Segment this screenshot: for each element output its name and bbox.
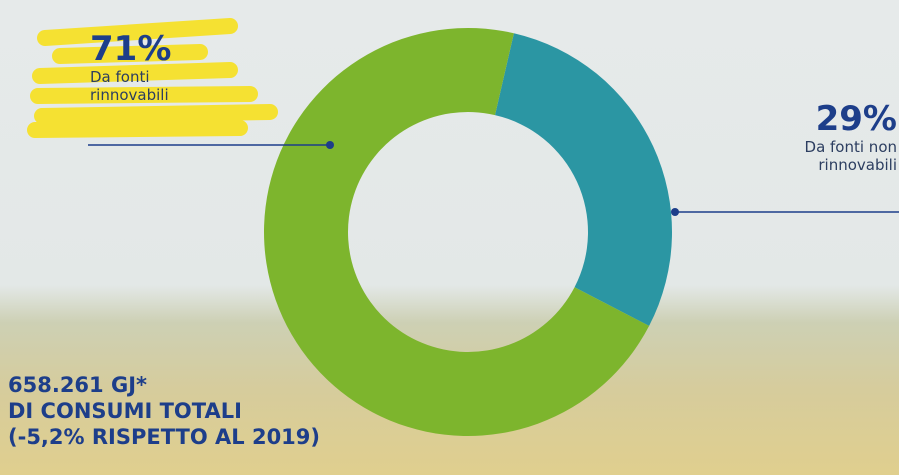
donut-slice	[264, 27, 650, 437]
annotation-line: 658.261 GJ*	[8, 373, 147, 397]
value-label: 71%	[90, 29, 172, 69]
slice-label: 71% Da fonti rinnovabili	[90, 30, 210, 104]
donut-slice	[494, 33, 672, 326]
value-label: 29%	[815, 99, 897, 139]
category-label: Da fonti non rinnovabili	[804, 138, 897, 174]
leader-dot	[671, 208, 679, 216]
category-label: Da fonti rinnovabili	[90, 68, 169, 104]
annotation-line: (-5,2% RISPETTO AL 2019)	[8, 425, 320, 449]
leader-dot	[326, 141, 334, 149]
slice-label: 29% Da fonti non rinnovabili	[727, 100, 897, 174]
annotation: 658.261 GJ* DI CONSUMI TOTALI (-5,2% RIS…	[8, 372, 320, 450]
annotation-line: DI CONSUMI TOTALI	[8, 399, 242, 423]
highlighter	[27, 18, 278, 138]
